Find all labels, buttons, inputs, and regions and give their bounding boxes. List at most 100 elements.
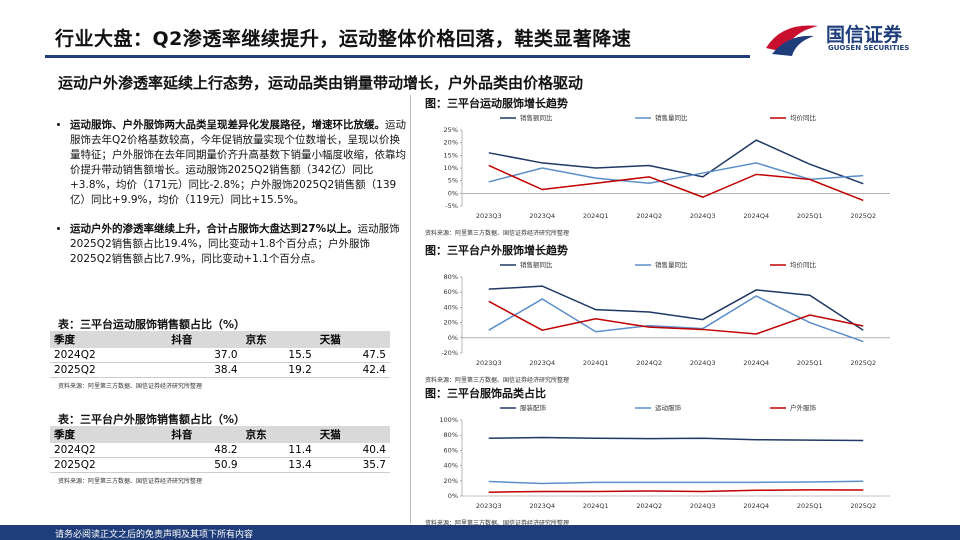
x-tick-label: 2024Q3: [690, 502, 716, 510]
series-line: [488, 480, 864, 485]
logo-mark: [766, 25, 818, 56]
x-tick-label: 2024Q4: [743, 502, 769, 510]
table-cell: 2025Q2: [50, 457, 168, 473]
table-header-cell: 季度: [50, 426, 168, 443]
table-source: 资料来源：阿里第三方数据、国信证券经济研究所整理: [58, 383, 203, 390]
table-header-cell: 抖音: [167, 331, 242, 348]
table-cell: 37.0: [167, 348, 242, 363]
x-tick-label: 2023Q4: [529, 359, 555, 367]
x-tick-label: 2024Q2: [636, 502, 662, 510]
x-tick-label: 2024Q2: [636, 212, 662, 220]
legend-label: 销售量同比: [655, 113, 688, 122]
x-tick-label: 2024Q1: [583, 502, 609, 510]
table-cell: 50.9: [167, 457, 242, 473]
logo-en: GUOSEN SECURITIES: [828, 44, 910, 52]
y-tick-label: 0%: [448, 189, 458, 197]
series-line: [488, 162, 864, 184]
legend-label: 销售额同比: [520, 113, 553, 122]
table-cell: 2025Q2: [50, 362, 168, 378]
chart-source: 资料来源：阿里第三方数据、国信证券经济研究所整理: [425, 230, 570, 237]
table: 季度 抖音 京东 天猫 2024Q2 37.0 15.5 47.5 2025Q2 38.4 19.2…: [50, 331, 390, 378]
y-tick-label: -20%: [441, 349, 458, 357]
table-cell: 38.4: [167, 362, 242, 378]
series-line: [488, 285, 864, 331]
table-cell: 35.7: [315, 457, 390, 473]
series-line: [488, 295, 864, 343]
series-line: [488, 489, 864, 493]
y-tick-label: 5%: [448, 177, 458, 185]
y-tick-label: 20%: [444, 139, 458, 147]
x-tick-label: 2025Q1: [797, 212, 823, 220]
legend-label: 户外服饰: [790, 403, 817, 412]
slide-title: 行业大盘：Q2渗透率继续提升，运动整体价格回落，鞋类显著降速: [55, 28, 632, 50]
series-line: [488, 164, 864, 202]
footer-bar: [0, 525, 960, 540]
table-title: 表：三平台运动服饰销售额占比（%）: [58, 318, 246, 331]
table-header-row: 季度 抖音 京东 天猫: [50, 426, 390, 443]
table-header-cell: 天猫: [315, 331, 390, 348]
x-tick-label: 2023Q4: [529, 212, 555, 220]
table-header-cell: 京东: [241, 331, 316, 348]
x-tick-label: 2024Q1: [583, 212, 609, 220]
series-line: [488, 139, 864, 185]
chart-title: 图：三平台运动服饰增长趋势: [425, 97, 568, 110]
x-tick-label: 2024Q4: [743, 359, 769, 367]
table-cell: 15.5: [241, 348, 316, 363]
y-tick-label: 20%: [444, 319, 458, 327]
table-header-row: 季度 抖音 京东 天猫: [50, 331, 390, 348]
x-tick-label: 2023Q3: [476, 502, 502, 510]
header-rule: [45, 55, 750, 58]
chart: -5% 0% 5% 10% 15% 20% 25% 2023Q3 2023Q4 2024Q1 202…: [444, 113, 890, 220]
y-tick-label: 80%: [444, 273, 458, 281]
table-row: 2024Q2 37.0 15.5 47.5: [50, 348, 390, 363]
table-header-cell: 京东: [241, 426, 316, 443]
table-cell: 40.4: [315, 443, 390, 458]
table-cell: 11.4: [241, 443, 316, 458]
table-source: 资料来源：阿里第三方数据、国信证券经济研究所整理: [58, 478, 203, 485]
y-tick-label: 25%: [444, 126, 458, 134]
bullet-lead: 运动户外的渗透率继续上升，合计占服饰大盘达到27%以上。: [70, 223, 358, 235]
logo-cn: 国信证券: [826, 24, 903, 46]
legend-label: 均价同比: [790, 113, 817, 122]
y-tick-label: 0%: [448, 334, 458, 342]
x-tick-label: 2025Q2: [850, 359, 876, 367]
bullet-body: 运动服饰2025Q2销售额占比19.4%，同比变动+1.8个百分点；户外服饰20…: [70, 223, 400, 265]
table-cell: 2024Q2: [50, 443, 168, 458]
table-row: 2024Q2 48.2 11.4 40.4: [50, 443, 390, 458]
x-tick-label: 2023Q4: [529, 502, 555, 510]
table-cell: 48.2: [167, 443, 242, 458]
x-tick-label: 2024Q1: [583, 359, 609, 367]
legend-label: 均价同比: [790, 260, 817, 269]
x-tick-label: 2024Q3: [690, 212, 716, 220]
table-row: 2025Q2 38.4 19.2 42.4: [50, 362, 390, 378]
bullet-list: 运动服饰、户外服饰两大品类呈现差异化发展路径，增速环比放缓。运动服饰去年Q2价格…: [58, 118, 410, 281]
x-tick-label: 2025Q1: [797, 359, 823, 367]
table-cell: 47.5: [315, 348, 390, 363]
y-tick-label: 100%: [439, 416, 458, 424]
x-tick-label: 2023Q3: [476, 212, 502, 220]
bullet-body: 运动服饰去年Q2价格基数较高，今年促销放量实现个位数增长，呈现以价换量特征；户外…: [70, 119, 406, 206]
legend-label: 运动服饰: [655, 403, 682, 412]
chart-source: 资料来源：阿里第三方数据、国信证券经济研究所整理: [425, 520, 570, 527]
y-tick-label: 15%: [444, 151, 458, 159]
chart-title: 图：三平台户外服饰增长趋势: [425, 244, 568, 257]
y-tick-label: 10%: [444, 164, 458, 172]
x-tick-label: 2024Q4: [743, 212, 769, 220]
subtitle: 运动户外渗透率延续上行态势，运动品类由销量带动增长，户外品类由价格驱动: [58, 74, 584, 92]
table-title: 表：三平台户外服饰销售额占比（%）: [58, 413, 246, 426]
legend-label: 服装配饰: [520, 403, 547, 412]
x-tick-label: 2024Q2: [636, 359, 662, 367]
chart-source: 资料来源：阿里第三方数据、国信证券经济研究所整理: [425, 377, 570, 384]
table-cell: 2024Q2: [50, 348, 168, 363]
legend-label: 销售额同比: [520, 260, 553, 269]
bullet: 运动户外的渗透率继续上升，合计占服饰大盘达到27%以上。运动服饰2025Q2销售…: [70, 222, 410, 267]
table-header-cell: 天猫: [315, 426, 390, 443]
chart-title: 图：三平台服饰品类占比: [425, 387, 546, 400]
chart: -20% 0% 20% 40% 60% 80% 2023Q3 2023Q4 2024Q1 2024…: [441, 260, 890, 367]
y-tick-label: 20%: [444, 477, 458, 485]
legend-label: 销售量同比: [655, 260, 688, 269]
x-tick-label: 2025Q1: [797, 502, 823, 510]
series-line: [488, 436, 864, 442]
series-line: [488, 300, 864, 335]
